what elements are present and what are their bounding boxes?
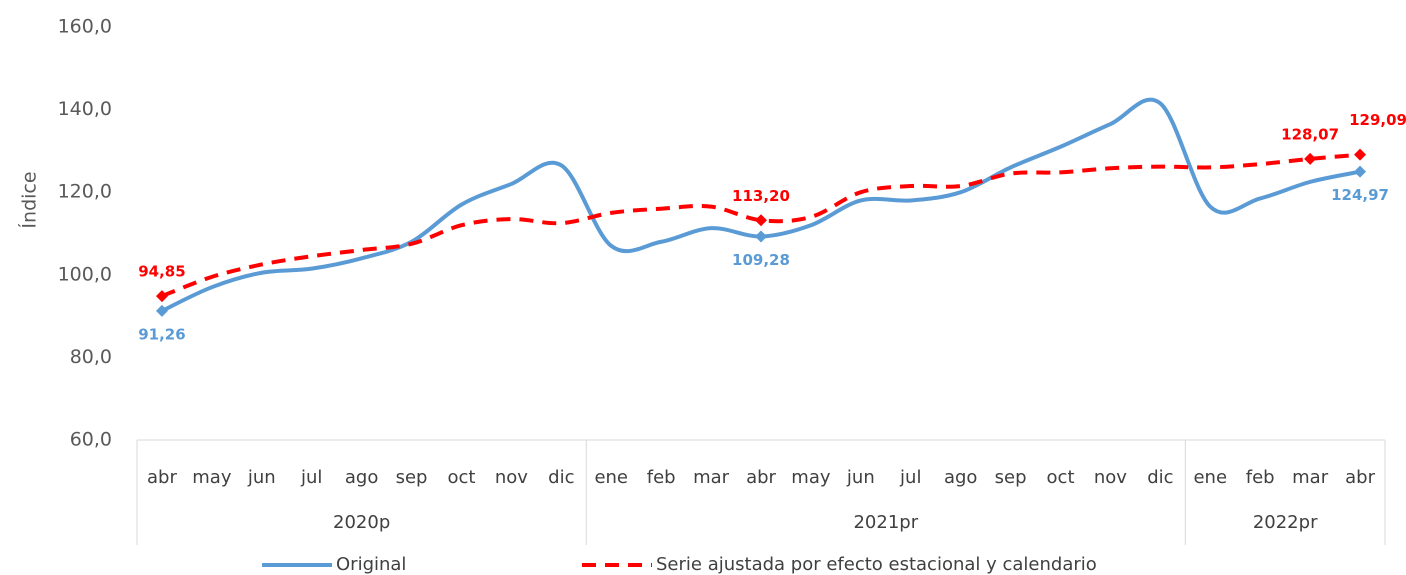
marker xyxy=(1354,148,1367,161)
y-tick-label: 140,0 xyxy=(58,98,112,120)
y-tick-label: 120,0 xyxy=(58,181,112,203)
marker xyxy=(155,290,168,303)
marker xyxy=(755,214,767,227)
group-label: 2020p xyxy=(333,512,390,533)
marker xyxy=(755,230,767,243)
marker xyxy=(1354,165,1367,178)
x-tick-label: ago xyxy=(944,467,977,488)
x-tick-label: oct xyxy=(447,467,475,488)
data-label: 94,85 xyxy=(138,263,185,281)
x-tick-label: ene xyxy=(594,467,628,488)
x-tick-label: sep xyxy=(396,467,428,488)
x-tick-label: nov xyxy=(495,467,528,488)
series-line xyxy=(161,97,1361,313)
y-tick-label: 80,0 xyxy=(70,346,112,368)
marker xyxy=(1304,152,1317,165)
x-tick-label: abr xyxy=(1345,467,1375,488)
x-tick-label: dic xyxy=(1147,467,1173,488)
data-label: 124,97 xyxy=(1331,186,1389,204)
y-tick-label: 160,0 xyxy=(58,16,112,38)
legend-label: Original xyxy=(336,554,406,575)
data-label: 128,07 xyxy=(1281,125,1339,143)
data-label: 91,26 xyxy=(138,325,185,343)
x-tick-label: feb xyxy=(647,467,676,488)
series-line xyxy=(161,152,1361,298)
y-tick-label: 60,0 xyxy=(70,429,112,451)
x-tick-label: jul xyxy=(899,467,921,488)
data-label: 129,09 xyxy=(1349,111,1406,129)
data-label: 113,20 xyxy=(732,187,790,205)
x-tick-label: nov xyxy=(1094,467,1127,488)
x-tick-label: ene xyxy=(1193,467,1227,488)
y-tick-label: 100,0 xyxy=(58,263,112,285)
group-label: 2021pr xyxy=(853,512,918,533)
x-tick-label: abr xyxy=(147,467,177,488)
x-tick-label: mar xyxy=(693,467,730,488)
x-tick-label: mar xyxy=(1292,467,1329,488)
data-label: 109,28 xyxy=(732,251,790,269)
x-tick-label: oct xyxy=(1047,467,1075,488)
group-label: 2022pr xyxy=(1253,512,1318,533)
x-tick-label: abr xyxy=(746,467,776,488)
legend-label: Serie ajustada por efecto estacional y c… xyxy=(656,554,1097,575)
marker xyxy=(155,304,168,317)
y-axis-label: Índice xyxy=(18,171,41,228)
x-tick-label: may xyxy=(192,467,232,488)
x-tick-label: jul xyxy=(300,467,322,488)
x-tick-label: jun xyxy=(846,467,875,488)
x-tick-label: feb xyxy=(1246,467,1275,488)
x-tick-label: dic xyxy=(548,467,574,488)
x-tick-label: jun xyxy=(247,467,276,488)
x-tick-label: ago xyxy=(345,467,378,488)
x-tick-label: sep xyxy=(995,467,1027,488)
x-tick-label: may xyxy=(791,467,831,488)
